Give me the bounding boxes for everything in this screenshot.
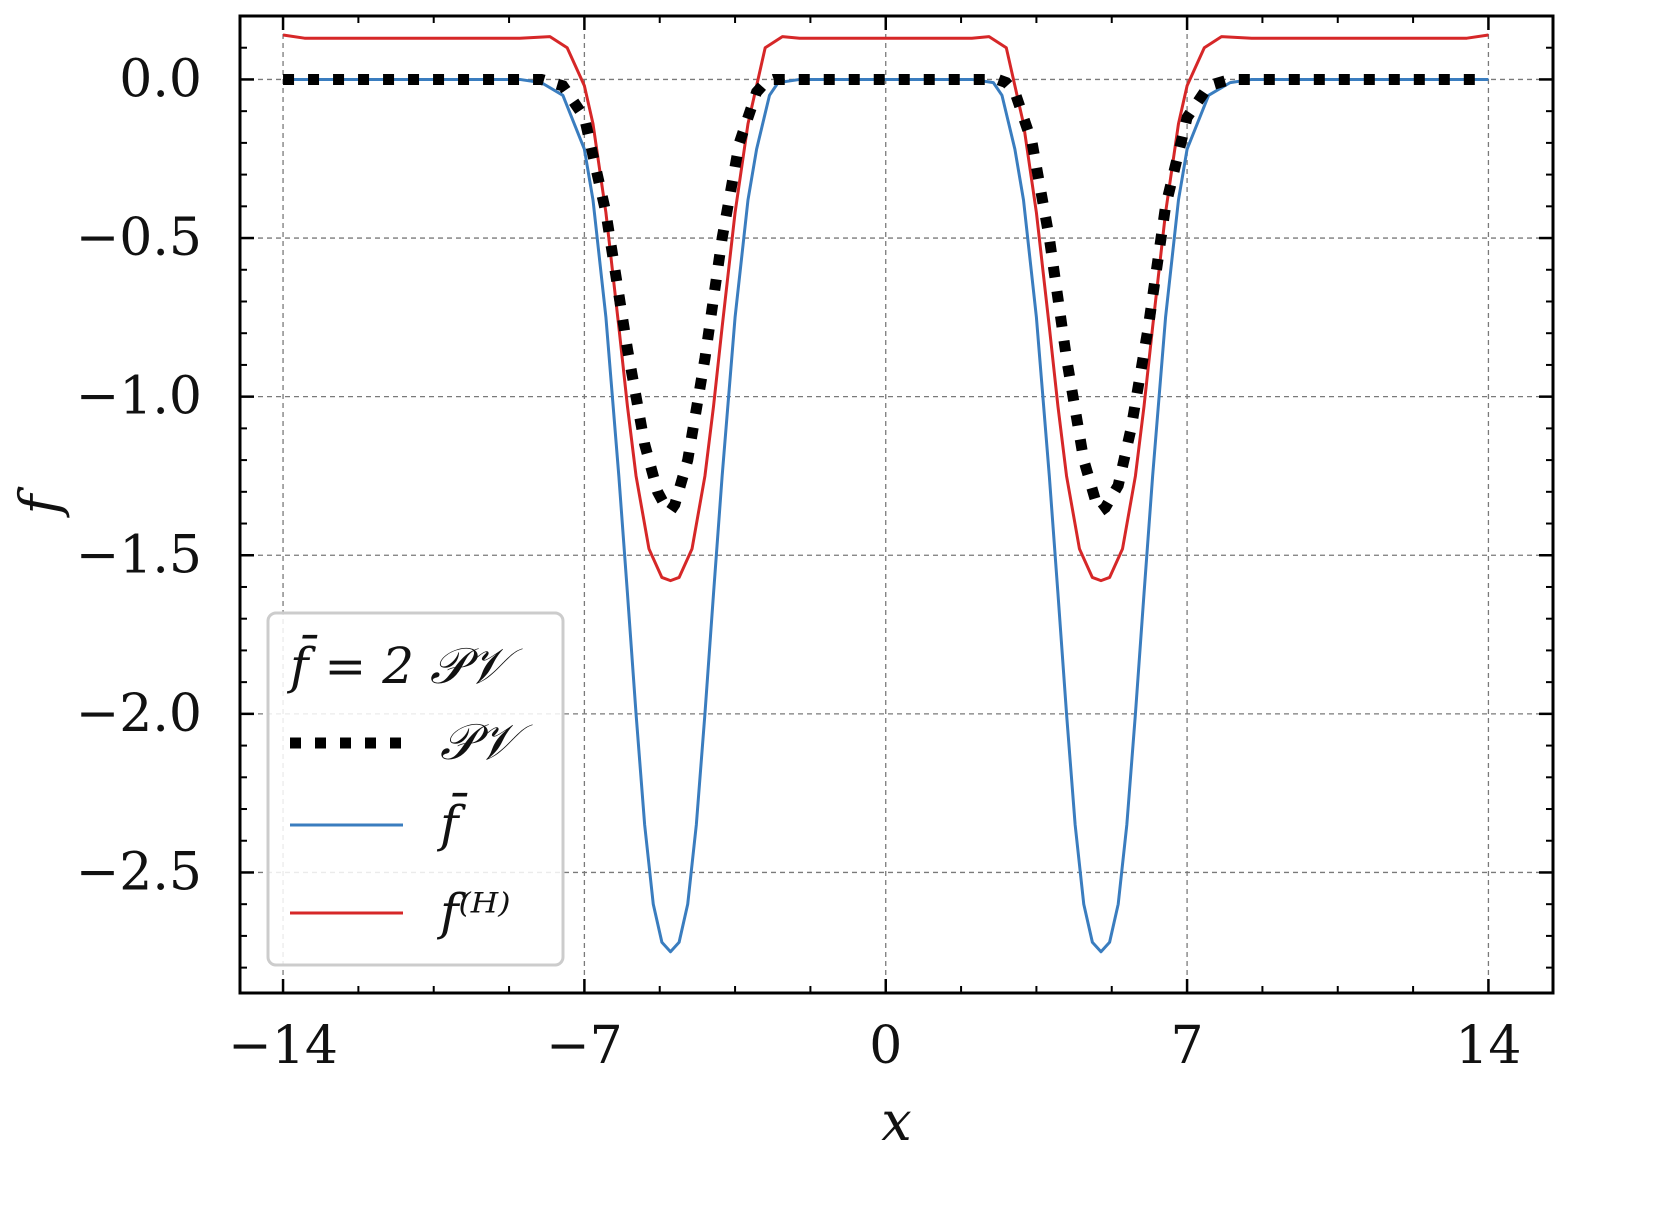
legend: f̄ = 2 𝒫𝒱 𝒫𝒱f̄f⁽ᴴ⁾ [266,611,565,967]
series-line-0 [283,73,1489,519]
y-tick-label: 0.0 [119,49,202,109]
x-tick-label: −7 [546,1016,623,1076]
legend-title: f̄ = 2 𝒫𝒱 [286,634,523,695]
series-line-1 [283,77,1489,954]
y-tick-label: −2.5 [76,842,202,902]
legend-box [266,611,565,967]
axis-ticks [240,15,1553,993]
legend-entry-label: f⁽ᴴ⁾ [436,883,511,941]
y-tick-label: −1.0 [76,367,202,427]
x-tick-label: 7 [1171,1016,1204,1076]
y-tick-label: −2.0 [76,684,202,744]
x-tick-label: 0 [869,1016,902,1076]
tick-labels: −14 −7 0 7 14 0.0 −0.5 −1.0 −1.5 −2.0 −2.5 [76,49,1522,1076]
legend-entry-label: 𝒫𝒱 [440,713,533,771]
series-lines [282,33,1489,954]
y-tick-label: −0.5 [76,208,202,268]
y-axis-label: f [8,487,71,519]
plot-frame [238,14,1555,995]
x-axis-label: x [881,1090,911,1153]
series-line-2 [282,33,1489,583]
x-tick-label: 14 [1455,1016,1521,1076]
y-tick-label: −1.5 [76,525,202,585]
legend-entries: 𝒫𝒱f̄f⁽ᴴ⁾ [290,713,533,941]
x-tick-label: −14 [228,1016,338,1076]
